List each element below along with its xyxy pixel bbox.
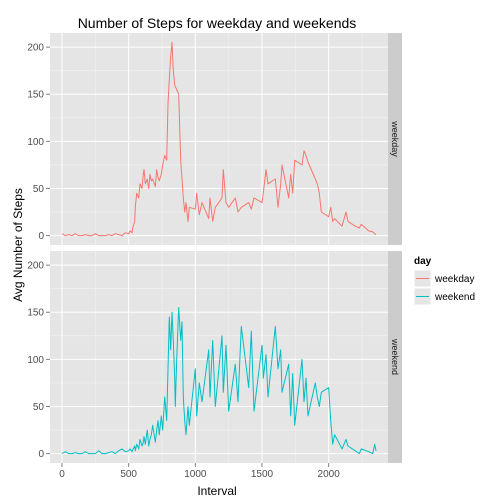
- x-tick-label: 2000: [318, 469, 341, 480]
- y-tick-label: 0: [38, 449, 44, 460]
- series-line-weekday: [61, 41, 377, 237]
- x-tick-label: 0: [59, 469, 65, 480]
- x-tick-label: 500: [120, 469, 137, 480]
- y-tick-label: 100: [27, 137, 44, 148]
- panel-weekend: 0 50 100 150 200 weekend 0 500 1000 1500 2000: [27, 251, 402, 480]
- chart-title: Number of Steps for weekday and weekends: [78, 15, 357, 31]
- panel-background: [50, 251, 388, 463]
- x-axis-title: Interval: [197, 484, 236, 498]
- panel-weekday: 0 50 100 150 200 weekday: [27, 33, 402, 245]
- y-tick-label: 200: [27, 261, 44, 272]
- legend-label: weekend: [434, 292, 475, 303]
- legend-item-weekend: weekend: [413, 287, 475, 306]
- facet-strip: [388, 251, 402, 463]
- y-tick-label: 100: [27, 355, 44, 366]
- y-tick-label: 50: [33, 184, 45, 195]
- legend-item-weekday: weekday: [413, 269, 474, 288]
- y-tick-label: 150: [27, 90, 44, 101]
- series-line-weekend: [61, 307, 377, 455]
- y-tick-label: 0: [38, 231, 44, 242]
- legend-title: day: [414, 256, 432, 267]
- facet-panels: 0 50 100 150 200 weekday 0 50 100 150 200 weekend 0 5…: [27, 33, 402, 480]
- facet-strip-label: weekend: [390, 338, 400, 375]
- legend: day weekday weekend: [413, 256, 475, 306]
- panel-background: [50, 33, 388, 245]
- x-tick-label: 1000: [184, 469, 207, 480]
- x-tick-label: 1500: [251, 469, 274, 480]
- legend-items: weekday weekend: [413, 269, 475, 306]
- facet-strip-label: weekday: [390, 120, 400, 157]
- y-tick-label: 200: [27, 43, 44, 54]
- y-tick-label: 150: [27, 308, 44, 319]
- legend-label: weekday: [434, 274, 474, 285]
- y-axis-title: Avg Number of Steps: [11, 188, 25, 302]
- facet-strip: [388, 33, 402, 245]
- y-tick-label: 50: [33, 402, 45, 413]
